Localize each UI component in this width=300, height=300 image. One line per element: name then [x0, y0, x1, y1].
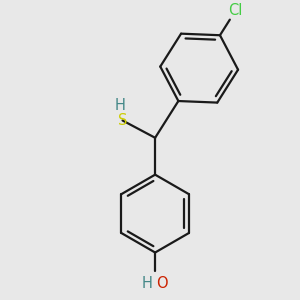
Text: S: S: [118, 113, 127, 128]
Text: H: H: [115, 98, 126, 112]
Text: Cl: Cl: [228, 4, 242, 19]
Text: O: O: [157, 276, 168, 291]
Text: H: H: [142, 276, 152, 291]
